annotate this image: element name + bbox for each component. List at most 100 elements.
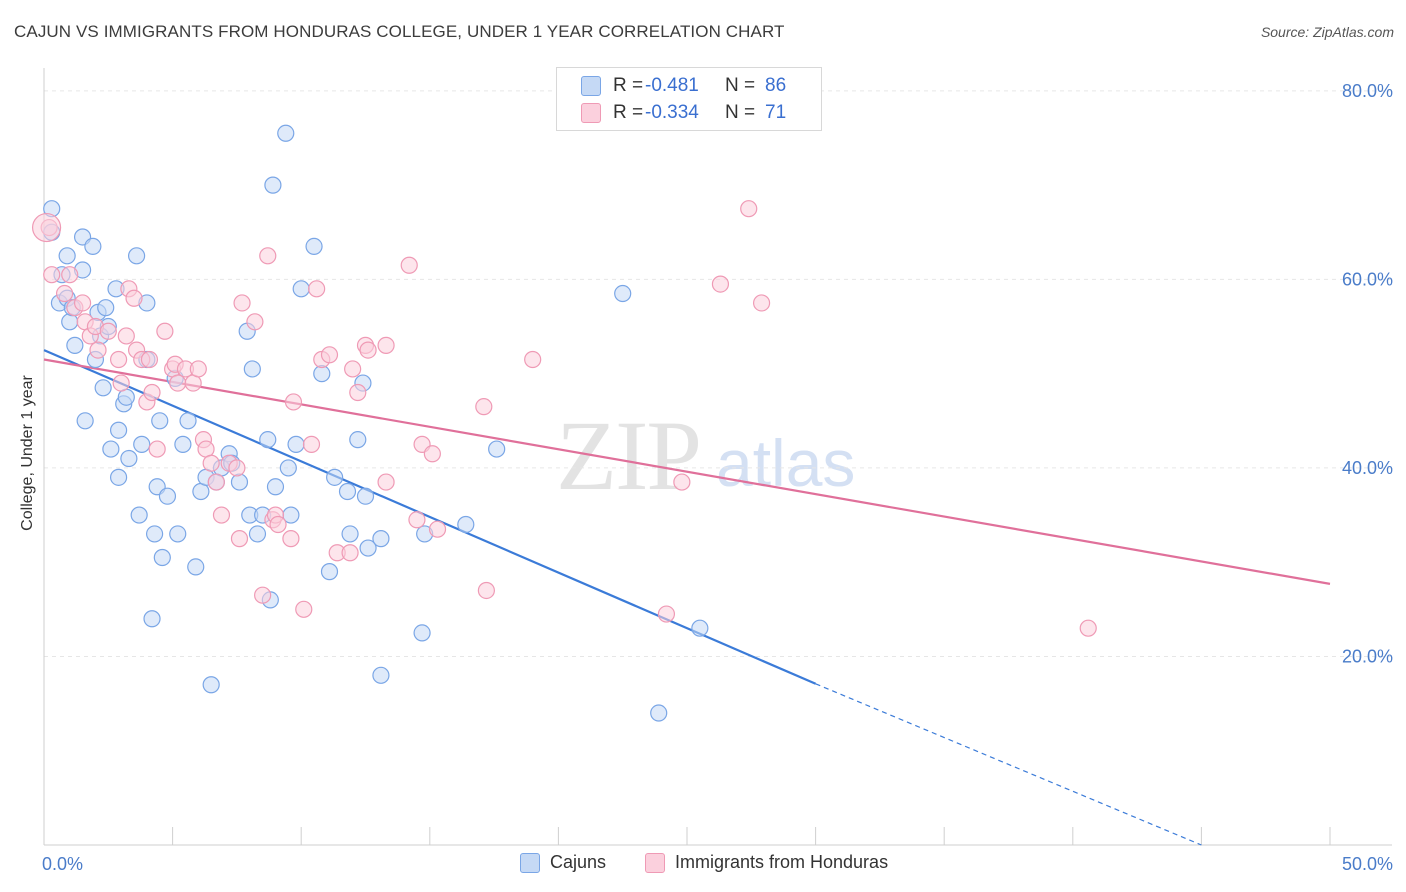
cajuns-point: [305, 237, 323, 255]
cajuns-point: [169, 525, 187, 543]
r-value: -0.481: [645, 75, 699, 96]
honduras-point: [308, 280, 326, 298]
y-axis-label: College, Under 1 year: [19, 375, 36, 531]
n-label: N =: [725, 75, 756, 96]
honduras-point: [230, 530, 249, 548]
cajuns-point: [127, 247, 146, 265]
r-label: R =: [613, 75, 644, 96]
cajuns-point: [614, 284, 632, 303]
cajuns-point: [650, 704, 668, 722]
honduras-point: [377, 473, 395, 491]
honduras-point: [125, 289, 143, 307]
cajuns-swatch: [520, 852, 540, 873]
cajuns-point: [230, 473, 249, 491]
honduras-point: [302, 435, 321, 453]
honduras-point: [73, 294, 92, 312]
legend-row-cajuns: R = -0.481 N = 86: [581, 74, 786, 98]
honduras-point: [43, 266, 61, 284]
honduras-point: [673, 473, 691, 491]
cajuns-point: [143, 610, 161, 628]
cajuns-point: [356, 487, 375, 505]
cajuns-point: [359, 539, 377, 557]
r-value: -0.334: [645, 102, 699, 123]
cajuns-trend-line: [43, 349, 817, 685]
x-tick-label: 0.0%: [42, 854, 83, 874]
cajuns-point: [174, 435, 192, 453]
cajuns-point: [264, 176, 282, 194]
cajuns-point: [277, 124, 295, 142]
tick-labels: 20.0% 40.0% 60.0% 80.0% 0.0% 50.0%: [42, 81, 1393, 874]
cajuns-point: [279, 459, 297, 477]
honduras-point: [408, 511, 426, 529]
honduras-point: [524, 350, 542, 369]
trend-lines: [43, 349, 1331, 846]
honduras-point: [400, 256, 418, 274]
honduras-point: [349, 383, 367, 402]
correlation-legend: R = -0.481 N = 86 R = -0.334 N = 71: [556, 67, 822, 131]
honduras-point: [207, 473, 225, 491]
cajuns-point: [338, 482, 357, 501]
cajuns-point: [151, 412, 169, 430]
honduras-point: [148, 440, 166, 458]
honduras-point: [320, 346, 339, 364]
honduras-point: [344, 360, 362, 378]
legend-item-honduras[interactable]: Immigrants from Honduras: [645, 852, 888, 873]
cajuns-point: [58, 247, 76, 265]
honduras-point: [752, 294, 771, 312]
cajuns-point: [187, 558, 205, 576]
honduras-point: [212, 506, 231, 524]
cajuns-point: [76, 412, 94, 430]
cajuns-point: [94, 379, 112, 397]
honduras-point: [259, 247, 277, 265]
axes: [43, 68, 1392, 846]
honduras-point: [284, 393, 303, 411]
honduras-point: [359, 341, 377, 359]
data-points: [31, 124, 1097, 722]
cajuns-point: [179, 412, 197, 430]
legend-label-honduras: Immigrants from Honduras: [675, 852, 889, 872]
cajuns-point: [349, 431, 367, 449]
honduras-point: [112, 374, 130, 392]
cajuns-point: [84, 237, 102, 255]
honduras-point: [140, 350, 159, 369]
honduras-swatch: [645, 852, 665, 873]
honduras-point: [428, 520, 447, 538]
cajuns-point: [488, 440, 506, 458]
cajuns-point: [292, 280, 310, 298]
cajuns-point: [202, 676, 220, 694]
honduras-point: [740, 200, 758, 218]
cajuns-point: [372, 666, 390, 684]
honduras-point: [246, 313, 264, 331]
honduras-point: [1079, 619, 1097, 637]
cajuns-point: [372, 530, 390, 548]
cajuns-point: [326, 468, 344, 486]
source-label: Source: ZipAtlas.com: [1260, 24, 1394, 40]
y-tick-label: 20.0%: [1342, 646, 1393, 666]
honduras-point: [423, 445, 441, 463]
honduras-point: [475, 398, 493, 416]
cajuns-point: [133, 435, 151, 453]
honduras-point: [61, 266, 79, 284]
honduras-trend-line: [43, 358, 1331, 585]
honduras-point: [169, 374, 187, 392]
n-value: 86: [765, 75, 787, 96]
honduras-point: [117, 327, 135, 345]
honduras-point: [99, 322, 117, 340]
honduras-point: [202, 454, 220, 472]
cajuns-point: [413, 624, 431, 642]
honduras-point: [143, 383, 161, 402]
honduras-point: [31, 212, 62, 243]
honduras-point: [477, 581, 495, 600]
honduras-point: [156, 322, 174, 340]
y-tick-label: 80.0%: [1342, 81, 1393, 101]
r-label: R =: [613, 102, 644, 123]
cajuns-point: [243, 360, 261, 378]
watermark-atlas: atlas: [716, 426, 856, 500]
honduras-point: [109, 350, 128, 369]
honduras-point: [228, 459, 246, 477]
legend-item-cajuns[interactable]: Cajuns: [520, 852, 606, 873]
cajuns-point: [109, 468, 128, 486]
cajuns-point: [457, 515, 475, 534]
honduras-point: [189, 360, 207, 378]
cajuns-point: [691, 619, 709, 637]
